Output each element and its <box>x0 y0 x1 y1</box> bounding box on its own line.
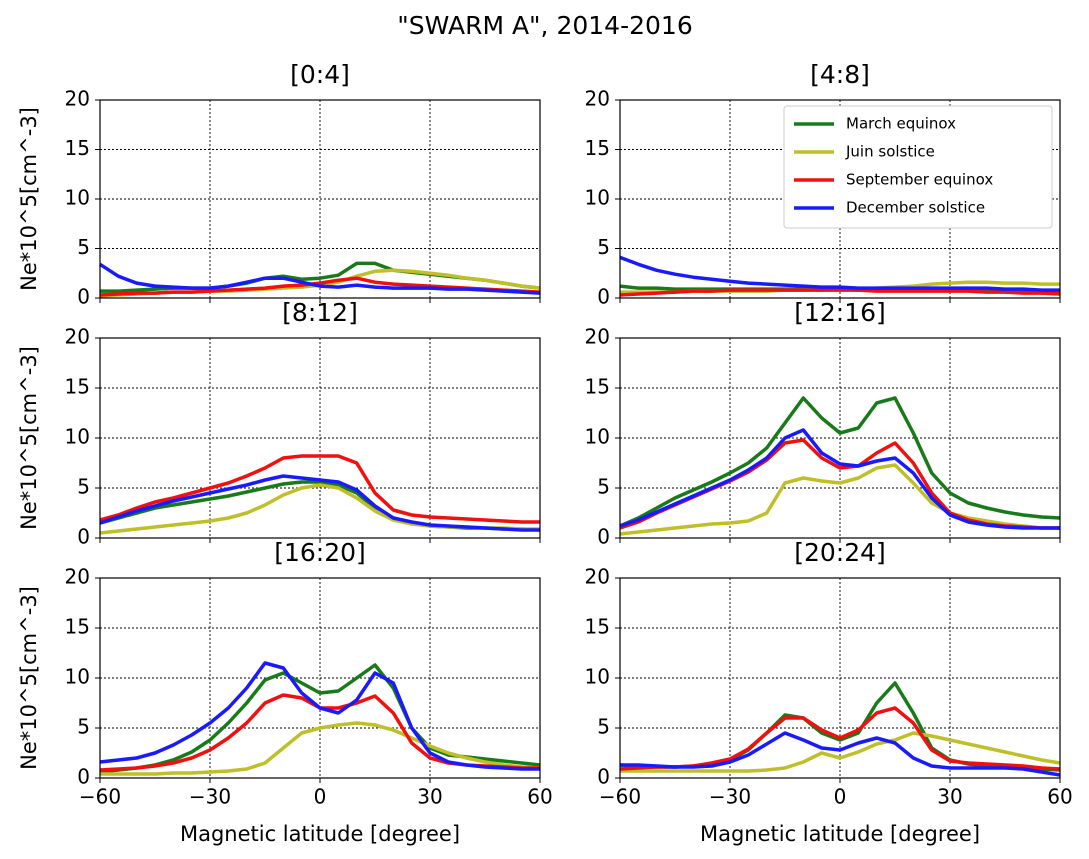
y-tick-label: 20 <box>65 87 90 111</box>
data-line <box>619 396 1061 528</box>
y-tick-label: 0 <box>597 525 610 549</box>
x-axis-label: Magnetic latitude [degree] <box>180 822 460 846</box>
data-line <box>100 721 541 776</box>
y-tick-label: 20 <box>585 87 610 111</box>
data-line <box>620 731 1061 777</box>
data-line <box>99 262 541 295</box>
x-tick-label: 60 <box>527 785 552 809</box>
x-tick-label: 0 <box>834 785 847 809</box>
y-axis-label: Ne*10^5[cm^-3] <box>17 107 41 291</box>
y-axis-label: Ne*10^5[cm^-3] <box>17 586 41 770</box>
subplot-title: [0:4] <box>290 60 350 89</box>
data-line <box>99 454 540 524</box>
y-tick-label: 15 <box>585 615 610 639</box>
subplot-title: [4:8] <box>810 60 870 89</box>
x-tick-label: −30 <box>189 785 231 809</box>
legend-label: March equinox <box>846 115 956 133</box>
x-tick-label: 30 <box>417 785 442 809</box>
data-line <box>99 661 540 771</box>
data-line <box>620 731 1061 773</box>
y-tick-label: 10 <box>585 665 610 689</box>
y-tick-label: 15 <box>65 615 90 639</box>
y-tick-label: 10 <box>65 186 90 210</box>
axes-frame <box>619 577 1061 779</box>
axes-frame <box>99 577 541 779</box>
legend-box <box>783 105 1053 229</box>
y-tick-label: 5 <box>597 235 610 259</box>
data-line <box>619 288 1061 297</box>
data-line <box>619 463 1060 536</box>
y-tick-label: 10 <box>65 665 90 689</box>
figure-title: "SWARM A", 2014-2016 <box>397 11 692 40</box>
y-tick-label: 5 <box>597 715 610 739</box>
data-line <box>99 474 540 532</box>
x-tick-label: −30 <box>709 785 751 809</box>
y-tick-label: 15 <box>65 375 90 399</box>
x-tick-label: 0 <box>314 785 327 809</box>
y-tick-label: 20 <box>65 325 90 349</box>
y-tick-label: 15 <box>585 136 610 160</box>
legend-label: Juin solstice <box>845 143 935 161</box>
legend-label: December solstice <box>846 199 985 217</box>
x-tick-label: 30 <box>937 785 962 809</box>
subplot-title: [8:12] <box>282 298 358 327</box>
y-tick-label: 5 <box>77 235 90 259</box>
subplot-title: [20:24] <box>794 538 886 567</box>
x-tick-label: 60 <box>1047 785 1072 809</box>
x-tick-label: −60 <box>79 785 121 809</box>
y-tick-label: 5 <box>77 475 90 499</box>
y-tick-label: 0 <box>597 765 610 789</box>
legend-label: September equinox <box>846 171 993 189</box>
y-tick-label: 15 <box>65 136 90 160</box>
y-tick-label: 0 <box>77 525 90 549</box>
axes-frame <box>99 337 541 539</box>
y-tick-label: 20 <box>65 565 90 589</box>
y-axis-label: Ne*10^5[cm^-3] <box>17 346 41 530</box>
y-tick-label: 10 <box>65 425 90 449</box>
y-tick-label: 0 <box>77 765 90 789</box>
y-tick-label: 20 <box>585 325 610 349</box>
y-tick-label: 10 <box>585 425 610 449</box>
y-tick-label: 15 <box>585 375 610 399</box>
axes-frame <box>619 337 1061 539</box>
y-tick-label: 5 <box>77 715 90 739</box>
subplot-title: [12:16] <box>794 298 886 327</box>
y-tick-label: 0 <box>597 285 610 309</box>
data-line <box>619 255 1060 292</box>
axes-frame <box>99 99 541 299</box>
y-tick-label: 20 <box>585 565 610 589</box>
x-axis-label: Magnetic latitude [degree] <box>700 822 980 846</box>
y-tick-label: 10 <box>585 186 610 210</box>
data-line <box>619 428 1060 530</box>
x-tick-label: −60 <box>599 785 641 809</box>
subplot-title: [16:20] <box>274 538 366 567</box>
y-tick-label: 5 <box>597 475 610 499</box>
y-tick-label: 0 <box>77 285 90 309</box>
axes-frame <box>619 99 1061 299</box>
